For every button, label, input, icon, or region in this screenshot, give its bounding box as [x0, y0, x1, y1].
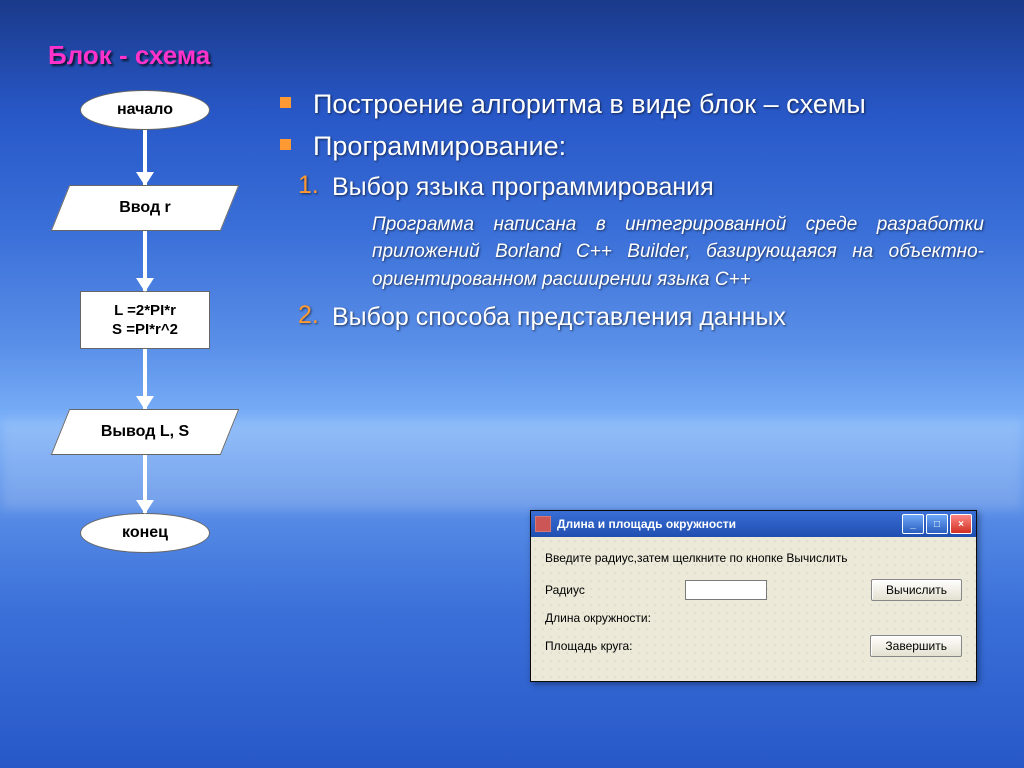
numbered-list: 1. Выбор языка программирования Программ… [298, 171, 984, 335]
numbered-item: 2. Выбор способа представления данных [298, 301, 984, 335]
hint-label: Введите радиус,затем щелкните по кнопке … [545, 551, 962, 565]
number-marker: 2. [298, 301, 332, 335]
app-icon [535, 516, 551, 532]
flow-end-terminator: конец [80, 513, 210, 553]
content-area: Построение алгоритма в виде блок – схемы… [280, 80, 984, 341]
numbered-item: 1. Выбор языка программирования [298, 171, 984, 205]
maximize-button[interactable]: □ [926, 514, 948, 534]
radius-input[interactable] [685, 580, 767, 600]
client-area: Введите радиус,затем щелкните по кнопке … [531, 537, 976, 681]
bullet-text: Построение алгоритма в виде блок – схемы [313, 86, 984, 122]
exit-button[interactable]: Завершить [870, 635, 962, 657]
numbered-subtext: Программа написана в интегрированной сре… [372, 211, 984, 294]
window-title: Длина и площадь окружности [557, 517, 900, 531]
flowchart: начало Ввод r L =2*PI*r S =PI*r^2 Вывод … [50, 90, 240, 553]
flow-arrow [143, 349, 147, 409]
flow-arrow [143, 130, 147, 185]
flow-arrow [143, 455, 147, 513]
flow-process-rect: L =2*PI*r S =PI*r^2 [80, 291, 210, 349]
numbered-text: Выбор языка программирования [332, 171, 984, 205]
bullet-text: Программирование: [313, 128, 984, 164]
flow-output-label: Вывод L, S [60, 409, 230, 455]
close-button[interactable]: × [950, 514, 972, 534]
flow-arrow [143, 231, 147, 291]
flow-start-terminator: начало [80, 90, 210, 130]
minimize-button[interactable]: _ [902, 514, 924, 534]
radius-label: Радиус [545, 583, 685, 597]
calculate-button[interactable]: Вычислить [871, 579, 962, 601]
numbered-text: Выбор способа представления данных [332, 301, 984, 335]
flow-process-line2: S =PI*r^2 [112, 320, 178, 340]
area-label: Площадь круга: [545, 639, 632, 653]
flow-input-parallelogram: Ввод r [60, 185, 230, 231]
number-marker: 1. [298, 171, 332, 205]
flow-input-label: Ввод r [60, 185, 230, 231]
flow-output-parallelogram: Вывод L, S [60, 409, 230, 455]
bullet-marker-icon [280, 97, 291, 108]
slide-title: Блок - схема [48, 40, 210, 71]
bullet-marker-icon [280, 139, 291, 150]
bullet-item: Построение алгоритма в виде блок – схемы [280, 86, 984, 122]
app-window: Длина и площадь окружности _ □ × Введите… [530, 510, 977, 682]
titlebar[interactable]: Длина и площадь окружности _ □ × [531, 511, 976, 537]
bullet-item: Программирование: [280, 128, 984, 164]
flow-process-line1: L =2*PI*r [114, 301, 176, 321]
length-label: Длина окружности: [545, 611, 651, 625]
